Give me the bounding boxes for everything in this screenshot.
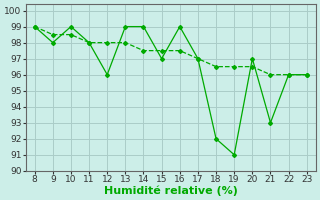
X-axis label: Humidité relative (%): Humidité relative (%) (104, 185, 238, 196)
